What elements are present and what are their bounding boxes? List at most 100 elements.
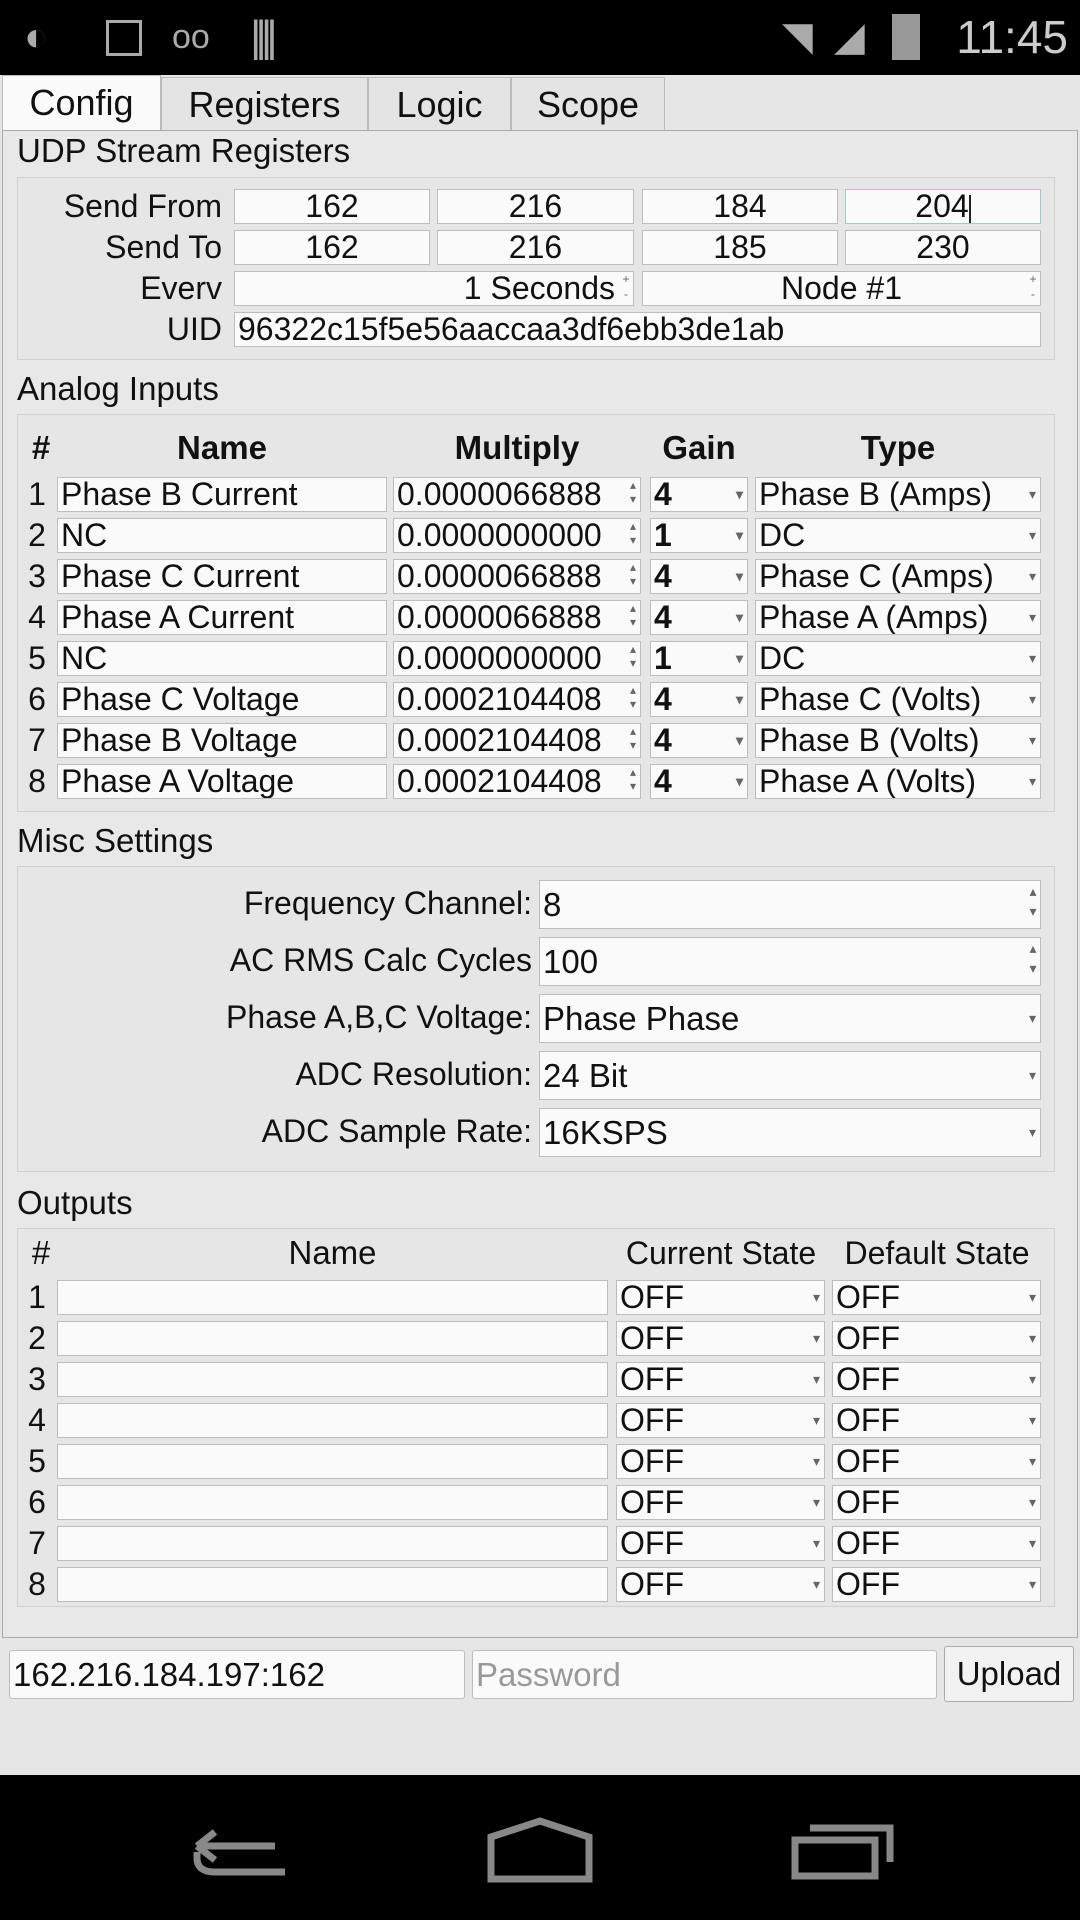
send-from-octet-3[interactable]: 184 — [642, 189, 838, 224]
output-default-state-dropdown[interactable]: OFF ▾ — [832, 1280, 1041, 1315]
analog-type-dropdown[interactable]: Phase C (Volts) ▾ — [755, 682, 1041, 717]
output-name-field[interactable] — [57, 1567, 608, 1602]
output-name-field[interactable] — [57, 1403, 608, 1438]
analog-gain-dropdown[interactable]: 4 ▾ — [650, 723, 748, 758]
misc-spinner[interactable]: 8 ▴ ▾ — [539, 880, 1041, 929]
analog-name-field[interactable]: Phase B Voltage — [57, 723, 387, 758]
spinner-arrows-icon[interactable]: ▴ ▾ — [629, 642, 637, 670]
analog-name-field[interactable]: NC — [57, 518, 387, 553]
spinner-arrows-icon[interactable]: ▴ ▾ — [629, 478, 637, 506]
analog-type-dropdown[interactable]: DC ▾ — [755, 641, 1041, 676]
analog-name-field[interactable]: Phase C Current — [57, 559, 387, 594]
analog-multiply-spinner[interactable]: 0.0000000000 ▴ ▾ — [393, 518, 641, 553]
output-default-state-dropdown[interactable]: OFF ▾ — [832, 1321, 1041, 1356]
node-spinner[interactable]: Node #1 + - — [642, 271, 1041, 306]
output-current-state-dropdown[interactable]: OFF ▾ — [616, 1280, 825, 1315]
analog-multiply-spinner[interactable]: 0.0000066888 ▴ ▾ — [393, 477, 641, 512]
analog-gain-dropdown[interactable]: 4 ▾ — [650, 600, 748, 635]
analog-gain-dropdown[interactable]: 4 ▾ — [650, 559, 748, 594]
analog-multiply-spinner[interactable]: 0.0000000000 ▴ ▾ — [393, 641, 641, 676]
status-bar: ◐ oo |||| ◥ ◢ 11:45 — [0, 0, 1080, 75]
back-icon[interactable] — [185, 1820, 295, 1880]
misc-spinner[interactable]: 100 ▴ ▾ — [539, 937, 1041, 986]
output-name-field[interactable] — [57, 1280, 608, 1315]
tab-registers[interactable]: Registers — [161, 77, 368, 130]
misc-dropdown[interactable]: 24 Bit ▾ — [539, 1051, 1041, 1100]
output-default-state-dropdown[interactable]: OFF ▾ — [832, 1526, 1041, 1561]
spinner-arrows-icon[interactable]: + - — [1029, 272, 1037, 301]
analog-name-field[interactable]: Phase A Current — [57, 600, 387, 635]
uid-field[interactable]: 96322c15f5e56aaccaa3df6ebb3de1ab — [234, 312, 1041, 347]
spinner-arrows-icon[interactable]: ▴ ▾ — [629, 683, 637, 711]
clock: 11:45 — [956, 11, 1068, 63]
tab-logic[interactable]: Logic — [368, 77, 511, 130]
output-default-state-dropdown[interactable]: OFF ▾ — [832, 1485, 1041, 1520]
analog-multiply-spinner[interactable]: 0.0002104408 ▴ ▾ — [393, 764, 641, 799]
spinner-arrows-icon[interactable]: ▴ ▾ — [1029, 883, 1037, 919]
spinner-arrows-icon[interactable]: ▴ ▾ — [629, 765, 637, 793]
output-name-field[interactable] — [57, 1485, 608, 1520]
output-name-field[interactable] — [57, 1444, 608, 1479]
spinner-arrows-icon[interactable]: ▴ ▾ — [629, 601, 637, 629]
output-default-state-dropdown[interactable]: OFF ▾ — [832, 1444, 1041, 1479]
output-current-state-dropdown[interactable]: OFF ▾ — [616, 1444, 825, 1479]
output-name-field[interactable] — [57, 1362, 608, 1397]
output-name-field[interactable] — [57, 1526, 608, 1561]
send-from-octet-value: 204 — [915, 189, 969, 224]
address-field[interactable]: 162.216.184.197:162 — [9, 1650, 465, 1699]
home-icon[interactable] — [485, 1815, 595, 1885]
output-name-field[interactable] — [57, 1321, 608, 1356]
analog-gain-dropdown[interactable]: 1 ▾ — [650, 518, 748, 553]
send-to-octet-4[interactable]: 230 — [845, 230, 1041, 265]
analog-type-dropdown[interactable]: Phase C (Amps) ▾ — [755, 559, 1041, 594]
analog-type-dropdown[interactable]: Phase B (Amps) ▾ — [755, 477, 1041, 512]
output-current-state-dropdown[interactable]: OFF ▾ — [616, 1567, 825, 1602]
send-from-octet-1[interactable]: 162 — [234, 189, 430, 224]
analog-type-dropdown[interactable]: DC ▾ — [755, 518, 1041, 553]
analog-name-field[interactable]: Phase B Current — [57, 477, 387, 512]
dropdown-arrow-icon: ▾ — [735, 527, 743, 543]
send-to-octet-2[interactable]: 216 — [437, 230, 634, 265]
tab-config[interactable]: Config — [2, 75, 161, 131]
analog-name-field[interactable]: Phase A Voltage — [57, 764, 387, 799]
output-current-state-dropdown[interactable]: OFF ▾ — [616, 1403, 825, 1438]
tab-scope[interactable]: Scope — [511, 77, 665, 130]
analog-gain-dropdown[interactable]: 4 ▾ — [650, 764, 748, 799]
send-from-octet-2[interactable]: 216 — [437, 189, 634, 224]
analog-gain-dropdown[interactable]: 4 ▾ — [650, 682, 748, 717]
every-spinner[interactable]: 1 Seconds + - — [234, 271, 634, 306]
analog-type-dropdown[interactable]: Phase A (Volts) ▾ — [755, 764, 1041, 799]
analog-gain-dropdown[interactable]: 4 ▾ — [650, 477, 748, 512]
spinner-arrows-icon[interactable]: ▴ ▾ — [1029, 940, 1037, 976]
output-default-state-dropdown[interactable]: OFF ▾ — [832, 1362, 1041, 1397]
upload-button[interactable]: Upload — [944, 1646, 1074, 1702]
analog-name-field[interactable]: Phase C Voltage — [57, 682, 387, 717]
spinner-arrows-icon[interactable]: ▴ ▾ — [629, 724, 637, 752]
analog-multiply-spinner[interactable]: 0.0000066888 ▴ ▾ — [393, 600, 641, 635]
analog-name-field[interactable]: NC — [57, 641, 387, 676]
output-current-state-dropdown[interactable]: OFF ▾ — [616, 1321, 825, 1356]
misc-dropdown[interactable]: Phase Phase ▾ — [539, 994, 1041, 1043]
analog-multiply-spinner[interactable]: 0.0002104408 ▴ ▾ — [393, 682, 641, 717]
output-current-state-dropdown[interactable]: OFF ▾ — [616, 1485, 825, 1520]
every-value: 1 Seconds — [463, 271, 615, 306]
analog-gain-dropdown[interactable]: 1 ▾ — [650, 641, 748, 676]
analog-type-dropdown[interactable]: Phase A (Amps) ▾ — [755, 600, 1041, 635]
password-field[interactable]: Password — [472, 1650, 937, 1699]
send-to-octet-1[interactable]: 162 — [234, 230, 430, 265]
analog-type-dropdown[interactable]: Phase B (Volts) ▾ — [755, 723, 1041, 758]
output-current-state-dropdown[interactable]: OFF ▾ — [616, 1526, 825, 1561]
output-current-state-dropdown[interactable]: OFF ▾ — [616, 1362, 825, 1397]
analog-multiply-spinner[interactable]: 0.0002104408 ▴ ▾ — [393, 723, 641, 758]
default-state-value: OFF — [836, 1280, 900, 1315]
send-from-octet-4[interactable]: 204 — [845, 189, 1041, 224]
spinner-arrows-icon[interactable]: + - — [622, 272, 630, 301]
output-default-state-dropdown[interactable]: OFF ▾ — [832, 1567, 1041, 1602]
spinner-arrows-icon[interactable]: ▴ ▾ — [629, 560, 637, 588]
analog-multiply-spinner[interactable]: 0.0000066888 ▴ ▾ — [393, 559, 641, 594]
recent-apps-icon[interactable] — [790, 1820, 900, 1880]
output-default-state-dropdown[interactable]: OFF ▾ — [832, 1403, 1041, 1438]
spinner-arrows-icon[interactable]: ▴ ▾ — [629, 519, 637, 547]
misc-dropdown[interactable]: 16KSPS ▾ — [539, 1108, 1041, 1157]
send-to-octet-3[interactable]: 185 — [642, 230, 838, 265]
